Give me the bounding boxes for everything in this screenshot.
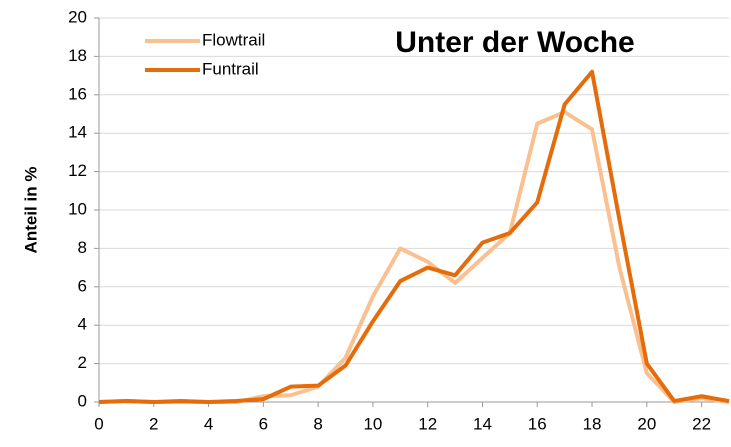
y-tick-label: 0 [78, 391, 87, 410]
y-tick-label: 2 [78, 353, 87, 372]
series-line [98, 69, 730, 404]
x-tick-label: 2 [149, 414, 158, 433]
series-line [98, 110, 730, 404]
y-tick-label: 6 [78, 276, 87, 295]
y-tick-label: 8 [78, 238, 87, 257]
x-tick-label: 12 [418, 414, 437, 433]
x-tick-label: 0 [94, 414, 103, 433]
y-tick-label: 12 [68, 161, 87, 180]
y-axis-label: Anteil in % [21, 167, 40, 254]
x-tick-label: 16 [528, 414, 547, 433]
legend-label: Funtrail [202, 59, 259, 78]
y-tick-label: 18 [68, 46, 87, 65]
x-tick-label: 6 [259, 414, 268, 433]
y-tick-label: 20 [68, 7, 87, 26]
x-tick-label: 8 [313, 414, 322, 433]
y-tick-label: 10 [68, 199, 87, 218]
x-tick-label: 18 [583, 414, 602, 433]
chart-title: Unter der Woche [395, 26, 635, 59]
y-tick-label: 16 [68, 84, 87, 103]
x-tick-label: 22 [692, 414, 711, 433]
x-tick-label: 10 [363, 414, 382, 433]
legend-label: Flowtrail [202, 30, 265, 49]
x-tick-label: 20 [637, 414, 656, 433]
x-tick-label: 14 [473, 414, 492, 433]
x-tick-label: 4 [204, 414, 213, 433]
y-tick-label: 14 [68, 123, 87, 142]
y-tick-label: 4 [78, 315, 87, 334]
